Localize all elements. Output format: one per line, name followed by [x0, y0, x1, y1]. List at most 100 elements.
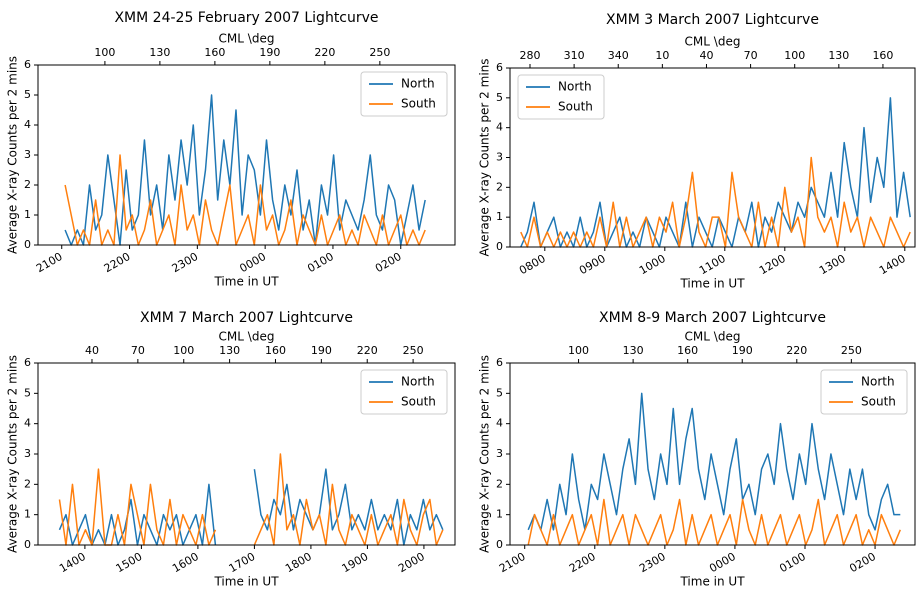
x2-tick-label: 10 — [655, 49, 669, 62]
y-tick-label: 3 — [496, 447, 503, 460]
x-tick-label: 0800 — [517, 252, 548, 277]
x2-tick-label: 160 — [677, 344, 698, 357]
y-tick-label: 1 — [24, 508, 31, 521]
y-tick-label: 2 — [24, 477, 31, 490]
chart-title: XMM 8-9 March 2007 Lightcurve — [599, 310, 826, 326]
x2-tick-label: 130 — [623, 344, 644, 357]
y-tick-label: 4 — [496, 121, 503, 134]
x-axis-label: Time in UT — [213, 575, 279, 589]
y-tick-label: 2 — [496, 180, 503, 193]
y-tick-label: 3 — [24, 447, 31, 460]
y-tick-label: 5 — [24, 88, 31, 101]
x-tick-label: 1400 — [877, 252, 908, 277]
plot-frame — [509, 67, 916, 248]
x-tick-label: 0200 — [847, 550, 878, 575]
legend-box — [360, 71, 448, 117]
legend-label: South — [401, 97, 436, 111]
x-tick-label: 1000 — [637, 252, 668, 277]
x2-tick-label: 70 — [744, 49, 758, 62]
x2-axis-label: CML \deg — [685, 330, 741, 344]
y-tick-label: 0 — [496, 538, 503, 551]
x2-tick-label: 250 — [369, 46, 390, 59]
x-tick-label: 2000 — [396, 550, 427, 575]
x-tick-label: 0200 — [373, 250, 404, 275]
x2-tick-label: 100 — [173, 344, 194, 357]
x-tick-label: 1700 — [227, 550, 258, 575]
y-tick-label: 1 — [496, 210, 503, 223]
chart-title: XMM 24-25 February 2007 Lightcurve — [114, 10, 378, 26]
y-axis-label: Average X-ray Counts per 2 mins — [6, 56, 20, 254]
x-tick-label: 0100 — [777, 550, 808, 575]
x2-tick-label: 40 — [85, 344, 99, 357]
legend-label: North — [401, 77, 435, 91]
x2-tick-label: 130 — [828, 49, 849, 62]
x2-tick-label: 250 — [841, 344, 862, 357]
x-tick-label: 2200 — [567, 550, 598, 575]
chart-title: XMM 7 March 2007 Lightcurve — [140, 310, 353, 326]
y-tick-label: 3 — [24, 148, 31, 161]
y-tick-label: 2 — [24, 178, 31, 191]
series-line — [58, 468, 444, 546]
x2-tick-label: 100 — [94, 46, 115, 59]
x2-axis-label: CML \deg — [219, 330, 275, 344]
series-line — [64, 94, 426, 246]
x2-tick-label: 130 — [219, 344, 240, 357]
y-tick-label: 6 — [24, 356, 31, 369]
legend-label: North — [861, 375, 895, 389]
series-line — [527, 498, 901, 546]
x2-tick-label: 250 — [403, 344, 424, 357]
y-tick-label: 4 — [24, 118, 31, 131]
y-tick-label: 1 — [24, 208, 31, 221]
y-tick-label: 1 — [496, 508, 503, 521]
x2-tick-label: 190 — [311, 344, 332, 357]
x2-tick-label: 310 — [564, 49, 585, 62]
y-tick-label: 0 — [496, 240, 503, 253]
legend-label: South — [401, 395, 436, 409]
legend-label: South — [861, 395, 896, 409]
series-line — [58, 453, 444, 546]
x-axis-label: Time in UT — [213, 275, 279, 289]
x2-tick-label: 220 — [786, 344, 807, 357]
legend-label: North — [401, 375, 435, 389]
x2-tick-label: 100 — [784, 49, 805, 62]
x-tick-label: 1500 — [114, 550, 145, 575]
x-tick-label: 1800 — [283, 550, 314, 575]
y-tick-label: 4 — [24, 417, 31, 430]
legend-label: North — [558, 80, 592, 94]
x-tick-label: 1400 — [57, 550, 88, 575]
x-tick-label: 2100 — [34, 250, 65, 275]
y-tick-label: 0 — [24, 238, 31, 251]
x-tick-label: 1100 — [697, 252, 728, 277]
x-tick-label: 2300 — [170, 250, 201, 275]
x2-axis-label: CML \deg — [685, 35, 741, 49]
y-tick-label: 3 — [496, 151, 503, 164]
y-axis-label: Average X-ray Counts per 2 mins — [6, 355, 20, 553]
y-axis-label: Average X-ray Counts per 2 mins — [478, 355, 492, 553]
x2-tick-label: 160 — [265, 344, 286, 357]
x2-tick-label: 340 — [608, 49, 629, 62]
x-axis-label: Time in UT — [679, 277, 745, 291]
x2-tick-label: 190 — [259, 46, 280, 59]
x-tick-label: 1900 — [340, 550, 371, 575]
plot-frame — [37, 362, 456, 546]
y-tick-label: 5 — [24, 386, 31, 399]
x-tick-label: 2200 — [102, 250, 133, 275]
plot-frame — [509, 362, 916, 546]
x-tick-label: 2100 — [497, 550, 528, 575]
x-axis-label: Time in UT — [679, 575, 745, 589]
x-tick-label: 2300 — [637, 550, 668, 575]
y-tick-label: 4 — [496, 417, 503, 430]
x-tick-label: 1200 — [757, 252, 788, 277]
series-line — [64, 154, 426, 246]
y-tick-label: 2 — [496, 477, 503, 490]
x2-tick-label: 40 — [699, 49, 713, 62]
chart-title: XMM 3 March 2007 Lightcurve — [606, 12, 819, 28]
legend-box — [360, 369, 448, 415]
x2-tick-label: 160 — [872, 49, 893, 62]
x-tick-label: 0900 — [577, 252, 608, 277]
y-tick-label: 5 — [496, 386, 503, 399]
legend-label: South — [558, 100, 593, 114]
x2-tick-label: 190 — [732, 344, 753, 357]
x2-tick-label: 130 — [149, 46, 170, 59]
